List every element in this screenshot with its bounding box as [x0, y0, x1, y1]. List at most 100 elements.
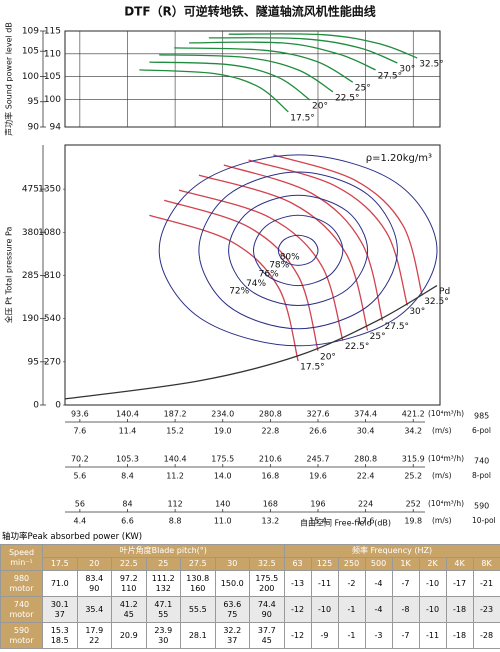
- power-cell: 97.2 110: [111, 570, 147, 597]
- db-cell: -28: [472, 622, 500, 649]
- flow-label: 327.6: [307, 410, 330, 419]
- curve: [189, 41, 376, 71]
- velocity-label: 4.4: [73, 517, 86, 526]
- cell-line: 55: [158, 609, 169, 619]
- cell-line: 28.1: [188, 630, 207, 640]
- velocity-label: 5.6: [73, 472, 86, 481]
- flow-label: 245.7: [307, 455, 330, 464]
- speed-label: 985: [474, 412, 489, 421]
- pitch-cell: 25: [145, 557, 181, 571]
- y2-tick-label: 475: [22, 185, 39, 195]
- flow-unit: (10⁴m³/h): [428, 409, 464, 418]
- db-cell: -18: [445, 622, 474, 649]
- freq-cell: 125: [310, 557, 339, 571]
- curve: [64, 285, 438, 400]
- db-cell: -18: [445, 596, 474, 623]
- velocity-label: 19.0: [214, 427, 232, 436]
- cell-line: 150.0: [220, 578, 244, 588]
- db-cell: -11: [310, 570, 339, 597]
- y-tick-label: 115: [44, 27, 61, 37]
- flow-label: 168: [263, 500, 278, 509]
- cell-line: 111.2: [151, 573, 175, 583]
- cell-line: 17.9: [85, 625, 104, 635]
- power-cell: 32.2 37: [214, 622, 250, 649]
- flow-label: 175.5: [211, 455, 234, 464]
- y2-tick-label: 100: [22, 72, 39, 82]
- y-tick-label: 540: [44, 314, 61, 324]
- series-label: 32.5°: [419, 59, 444, 69]
- cell-line: 980: [13, 573, 30, 583]
- curve: [248, 159, 408, 306]
- power-cell: 83.4 90: [76, 570, 112, 597]
- speed-cell: 740 motor: [0, 596, 43, 623]
- cell-line: 160: [190, 583, 206, 593]
- flow-label: 252: [406, 500, 421, 509]
- series-label: 20°: [320, 352, 336, 362]
- cell-line: motor: [9, 635, 34, 645]
- speed-cell: 590 motor: [0, 622, 43, 649]
- velocity-unit: (m/s): [432, 471, 452, 480]
- flow-label: 224: [358, 500, 373, 509]
- power-cell: 37.7 45: [249, 622, 285, 649]
- flow-label: 56: [75, 500, 85, 509]
- series-label: 17.5°: [300, 362, 325, 372]
- freq-header: 频率 Frequency (HZ): [283, 544, 500, 558]
- flow-label: 234.0: [211, 410, 234, 419]
- cell-line: 130.8: [186, 573, 210, 583]
- freq-cell: 8K: [472, 557, 500, 571]
- velocity-label: 16.8: [261, 472, 279, 481]
- db-cell: -1: [337, 596, 366, 623]
- cell-line: 132: [155, 583, 171, 593]
- power-table: Speed min⁻¹ 叶片角度Blade pitch(°) 频率 Frequency…: [0, 544, 500, 649]
- cell-line: 83.4: [85, 573, 104, 583]
- efficiency-contour: [198, 171, 398, 330]
- power-cell: 20.9: [111, 622, 147, 649]
- flow-label: 93.6: [71, 410, 89, 419]
- plot-frame: [64, 144, 441, 406]
- pitch-cell: 32.5: [249, 557, 285, 571]
- cell-line: 35.4: [85, 604, 104, 614]
- cell-line: 41.2: [119, 599, 138, 609]
- flow-label: 280.8: [259, 410, 282, 419]
- y2-tick-label: 105: [22, 47, 39, 57]
- speed-header: Speed min⁻¹: [0, 544, 43, 571]
- velocity-label: 30.4: [357, 427, 375, 436]
- y-tick-label: 105: [44, 72, 61, 82]
- curve: [178, 189, 344, 341]
- velocity-label: 11.2: [166, 472, 184, 481]
- cell-line: 74.4: [257, 599, 276, 609]
- curve: [273, 154, 423, 296]
- db-cell: -10: [418, 570, 447, 597]
- chart-title: DTF（R）可逆转地铁、隧道轴流风机性能曲线: [124, 4, 376, 19]
- power-cell: 30.1 37: [42, 596, 78, 623]
- velocity-unit: (m/s): [432, 426, 452, 435]
- power-cell: 55.5: [180, 596, 216, 623]
- db-cell: -11: [418, 622, 447, 649]
- power-cell: 111.2 132: [145, 570, 181, 597]
- power-cell: 150.0: [214, 570, 250, 597]
- power-cell: 35.4: [76, 596, 112, 623]
- cell-line: 740: [13, 599, 30, 609]
- cell-line: 30: [158, 635, 169, 645]
- cell-line: 47.1: [154, 599, 173, 609]
- speed-cell: 980 motor: [0, 570, 43, 597]
- db-cell: -7: [391, 622, 420, 649]
- y2-tick-label: 285: [22, 271, 39, 281]
- cell-line: min⁻¹: [10, 557, 33, 567]
- flow-label: 140: [215, 500, 230, 509]
- series-label: 25°: [370, 332, 386, 342]
- power-cell: 47.1 55: [145, 596, 181, 623]
- efficiency-contour: [277, 234, 319, 266]
- series-label: 32.5°: [424, 297, 449, 307]
- free-field-label: 自由空间 Free-field (dB): [300, 518, 391, 528]
- cell-line: 32.2: [223, 625, 242, 635]
- chart-sheet: DTF（R）可逆转地铁、隧道轴流风机性能曲线 94 100 105 110 115 90 9…: [4, 4, 496, 528]
- cell-line: 37: [54, 609, 65, 619]
- db-cell: -8: [391, 596, 420, 623]
- y-axis-title: 全压 Pt Total pressure Pa: [4, 227, 14, 324]
- table-row: 980 motor 71.0 83.4 90 97.2 110 111.2 132 130.8 16…: [0, 570, 500, 597]
- velocity-label: 26.6: [309, 427, 327, 436]
- freq-cell: 250: [337, 557, 366, 571]
- db-cell: -21: [472, 570, 500, 597]
- db-cell: -4: [364, 570, 393, 597]
